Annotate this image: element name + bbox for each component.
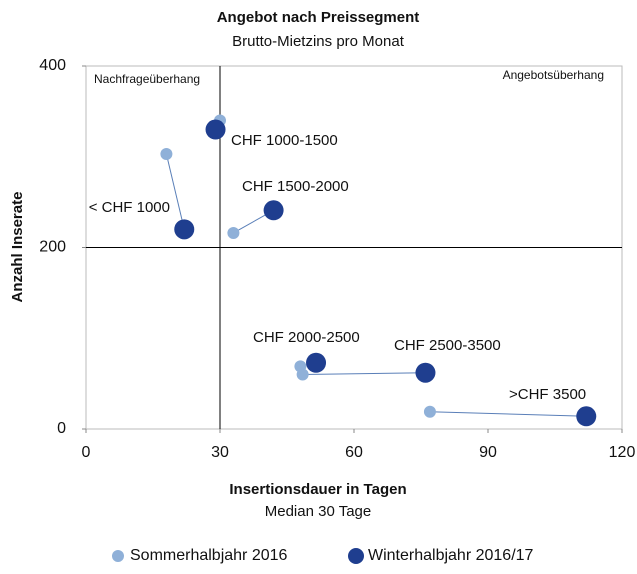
x-axis-note: Median 30 Tage	[265, 503, 371, 520]
chart-subtitle: Brutto-Mietzins pro Monat	[232, 33, 405, 50]
connector	[165, 153, 185, 230]
y-tick-label: 0	[57, 420, 66, 437]
legend-marker	[348, 548, 364, 564]
point	[296, 368, 309, 381]
x-tick-label: 0	[82, 444, 91, 461]
point	[160, 148, 173, 161]
segment-label: < CHF 1000	[89, 199, 170, 216]
connector	[302, 372, 426, 376]
x-tick-label: 60	[345, 444, 363, 461]
y-tick-label: 200	[39, 239, 66, 256]
legend-marker	[112, 550, 124, 562]
point	[205, 119, 226, 140]
x-tick-label: 30	[211, 444, 229, 461]
annotation: Angebotsüberhang	[503, 68, 604, 82]
point	[423, 405, 436, 418]
segment-label: CHF 1000-1500	[231, 132, 338, 149]
legend-label: Winterhalbjahr 2016/17	[368, 547, 534, 564]
point	[174, 219, 195, 240]
y-tick-label: 400	[39, 57, 66, 74]
x-tick-label: 120	[609, 444, 636, 461]
point	[227, 226, 240, 239]
x-tick-label: 90	[479, 444, 497, 461]
connector	[429, 411, 587, 417]
point	[306, 352, 327, 373]
point	[263, 200, 284, 221]
segment-label: >CHF 3500	[509, 386, 586, 403]
segment-label: CHF 1500-2000	[242, 178, 349, 195]
point	[415, 362, 436, 383]
x-axis-label: Insertionsdauer in Tagen	[229, 481, 406, 498]
y-axis-label: Anzahl Inserate	[9, 192, 26, 303]
chart-title: Angebot nach Preissegment	[217, 9, 420, 26]
legend-label: Sommerhalbjahr 2016	[130, 547, 288, 564]
annotation: Nachfrageüberhang	[94, 72, 200, 86]
segment-label: CHF 2500-3500	[394, 337, 501, 354]
segment-label: CHF 2000-2500	[253, 329, 360, 346]
point	[576, 406, 597, 427]
